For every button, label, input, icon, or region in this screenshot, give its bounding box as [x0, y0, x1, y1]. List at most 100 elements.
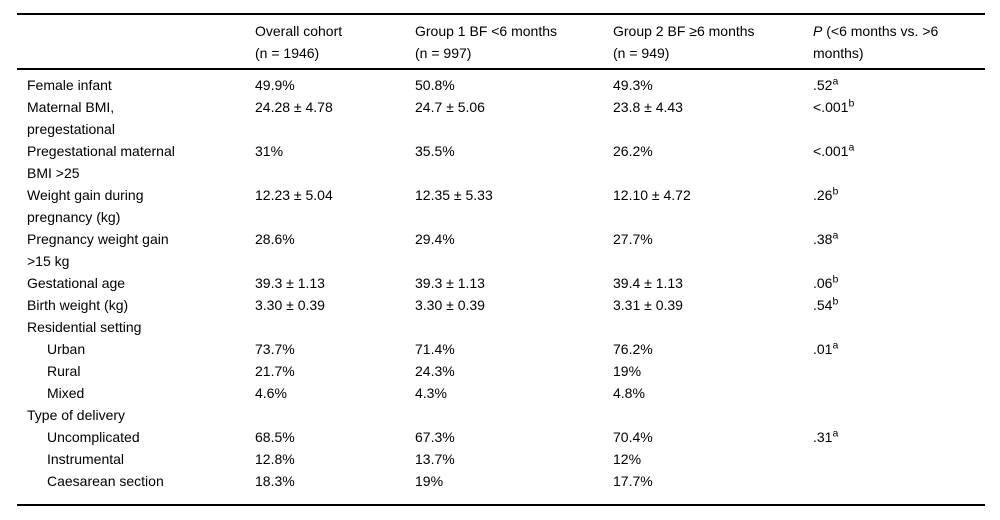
cell-group1: 19% [415, 473, 444, 489]
cell-overall: 12.23 ± 5.04 [255, 187, 333, 203]
header-group1-bf-lt6: Group 1 BF <6 months (n = 997) [415, 14, 613, 70]
cell-p-value [813, 360, 985, 382]
cell-group2: 49.3% [613, 77, 653, 93]
header-overall-cohort-label: Overall cohort (n = 1946) [255, 23, 343, 61]
p-value-text: .31 [813, 429, 833, 445]
p-value-footnote-marker: a [832, 339, 839, 352]
p-value-text: .52 [813, 77, 833, 93]
p-value-footnote-marker: b [848, 97, 855, 110]
cell-group1: 24.3% [415, 363, 455, 379]
p-value-footnote-marker: a [832, 75, 839, 88]
cell-overall: 21.7% [255, 363, 295, 379]
p-value-text: .54 [813, 297, 833, 313]
table-body: Female infant 49.9% 50.8% 49.3% .52a Maternal… [17, 69, 985, 505]
table-row: Female infant 49.9% 50.8% 49.3% .52a [17, 69, 985, 96]
cell-overall: 3.30 ± 0.39 [255, 297, 325, 313]
cell-p-value: .06b [813, 272, 985, 294]
cell-group1: 35.5% [415, 143, 455, 159]
row-label: Rural [47, 363, 81, 379]
p-value-footnote-marker: a [848, 141, 855, 154]
table-row: Maternal BMI, pregestational 24.28 ± 4.78… [17, 96, 985, 140]
cell-group2: 3.31 ± 0.39 [613, 297, 683, 313]
header-p-value-label: (<6 months vs. >6 months) [813, 23, 939, 61]
row-label: Gestational age [27, 275, 126, 291]
cell-group2: 17.7% [613, 473, 653, 489]
table-row: Pregnancy weight gain >15 kg 28.6% 29.4% 27… [17, 228, 985, 272]
table-row: Gestational age 39.3 ± 1.13 39.3 ± 1.13 39.… [17, 272, 985, 294]
header-p-value: P (<6 months vs. >6 months) [813, 14, 985, 70]
cell-overall: 24.28 ± 4.78 [255, 99, 333, 115]
row-label: Pregnancy weight gain >15 kg [27, 231, 169, 269]
row-label: Female infant [27, 77, 112, 93]
table-section-row: Residential setting [17, 316, 985, 338]
header-group1-label: Group 1 BF <6 months (n = 997) [415, 23, 558, 61]
cell-group1: 4.3% [415, 385, 447, 401]
cell-group2: 27.7% [613, 231, 653, 247]
row-label: Urban [47, 341, 86, 357]
cell-group1: 39.3 ± 1.13 [415, 275, 485, 291]
cell-overall: 18.3% [255, 473, 295, 489]
cell-group2: 12.10 ± 4.72 [613, 187, 691, 203]
p-value-footnote-marker: a [832, 229, 839, 242]
table-row: Mixed 4.6% 4.3% 4.8% [17, 382, 985, 404]
cell-group1: 71.4% [415, 341, 455, 357]
cell-overall: 12.8% [255, 451, 295, 467]
cell-p-value: .52a [813, 69, 985, 96]
cell-overall: 39.3 ± 1.13 [255, 275, 325, 291]
cell-overall: 49.9% [255, 77, 295, 93]
table-section-row: Type of delivery [17, 404, 985, 426]
row-label: Caesarean section [47, 473, 164, 489]
row-label: Pregestational maternal BMI >25 [27, 143, 175, 181]
cell-p-value [813, 382, 985, 404]
p-value-footnote-marker: b [832, 273, 839, 286]
cell-group1: 12.35 ± 5.33 [415, 187, 493, 203]
cell-group1: 50.8% [415, 77, 455, 93]
header-group2-bf-ge6: Group 2 BF ≥6 months (n = 949) [613, 14, 813, 70]
cell-group2: 19% [613, 363, 642, 379]
cell-p-value: .54b [813, 294, 985, 316]
cell-p-value: <.001a [813, 140, 985, 184]
section-label: Type of delivery [27, 407, 126, 423]
p-value-italic-symbol: P [813, 23, 823, 39]
p-value-text: .26 [813, 187, 833, 203]
section-label: Residential setting [27, 319, 142, 335]
cell-group1: 67.3% [415, 429, 455, 445]
cell-overall: 4.6% [255, 385, 287, 401]
table-row: Birth weight (kg) 3.30 ± 0.39 3.30 ± 0.39 3… [17, 294, 985, 316]
cell-group1: 29.4% [415, 231, 455, 247]
cell-p-value [813, 316, 985, 338]
table-header-row: Overall cohort (n = 1946) Group 1 BF <6 … [17, 14, 985, 70]
cell-group1: 3.30 ± 0.39 [415, 297, 485, 313]
cell-p-value: <.001b [813, 96, 985, 140]
table-row: Uncomplicated 68.5% 67.3% 70.4% .31a [17, 426, 985, 448]
cell-group2: 23.8 ± 4.43 [613, 99, 683, 115]
cell-group2: 70.4% [613, 429, 653, 445]
cell-p-value: .01a [813, 338, 985, 360]
table-row: Instrumental 12.8% 13.7% 12% [17, 448, 985, 470]
cell-group1: 24.7 ± 5.06 [415, 99, 485, 115]
table-row: Pregestational maternal BMI >25 31% 35.5% 2… [17, 140, 985, 184]
cell-p-value [813, 404, 985, 426]
p-value-text: .01 [813, 341, 833, 357]
cell-p-value: .26b [813, 184, 985, 228]
cell-group2 [613, 404, 813, 426]
cell-group2 [613, 316, 813, 338]
cell-overall: 31% [255, 143, 284, 159]
row-label: Weight gain during pregnancy (kg) [27, 187, 144, 225]
cell-group2: 4.8% [613, 385, 645, 401]
cell-overall: 68.5% [255, 429, 295, 445]
cell-group1: 13.7% [415, 451, 455, 467]
p-value-text: <.001 [813, 99, 849, 115]
cell-overall [255, 404, 415, 426]
table-row: Rural 21.7% 24.3% 19% [17, 360, 985, 382]
cell-overall: 28.6% [255, 231, 295, 247]
cohort-characteristics-table: Overall cohort (n = 1946) Group 1 BF <6 … [17, 13, 985, 506]
p-value-footnote-marker: b [832, 295, 839, 308]
p-value-footnote-marker: b [832, 185, 839, 198]
cell-group2: 12% [613, 451, 642, 467]
cell-group2: 76.2% [613, 341, 653, 357]
header-blank-cell [17, 14, 255, 70]
cell-p-value: .38a [813, 228, 985, 272]
cell-p-value [813, 470, 985, 505]
